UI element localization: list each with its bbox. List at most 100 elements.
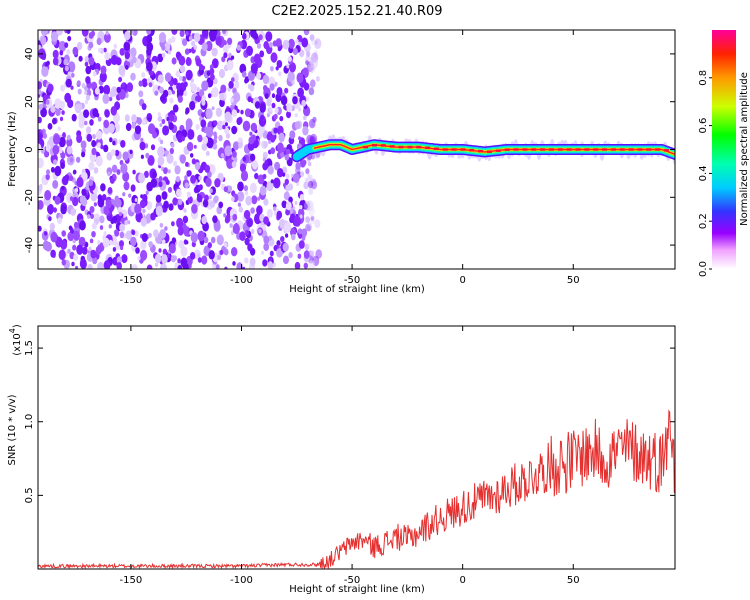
noise-speckle [84,120,88,126]
noise-speckle [139,141,146,151]
colorbar-label: Normalized spectral amplitude [739,72,750,226]
noise-speckle [215,36,222,46]
noise-speckle [130,236,137,247]
x-tick-label: 50 [567,575,580,586]
noise-speckle [167,38,172,45]
noise-speckle [129,149,133,155]
noise-speckle [157,74,164,84]
noise-speckle [40,107,47,118]
noise-speckle [175,176,181,183]
noise-speckle [102,237,110,248]
noise-speckle [238,141,243,149]
noise-speckle [185,161,189,167]
noise-speckle [279,115,284,122]
noise-speckle [292,47,298,56]
noise-speckle [270,66,274,72]
y-tick-label: 0 [24,146,35,152]
noise-speckle [216,234,224,246]
noise-speckle [299,205,303,210]
noise-speckle [141,119,146,126]
noise-speckle [91,140,97,148]
noise-speckle [76,176,84,188]
noise-speckle [146,181,153,192]
noise-speckle [305,216,310,224]
noise-speckle [78,236,86,247]
noise-speckle [204,164,211,173]
noise-speckle [201,30,209,38]
noise-speckle [38,116,42,124]
noise-speckle [307,243,311,248]
noise-speckle [280,151,285,158]
noise-speckle [172,197,178,206]
noise-speckle [81,188,87,196]
noise-speckle [118,76,123,83]
noise-speckle [250,228,255,234]
noise-speckle [134,198,138,202]
noise-speckle [294,261,301,269]
noise-speckle [66,49,71,55]
noise-speckle [147,117,152,123]
noise-speckle [205,150,210,157]
noise-speckle [157,112,161,117]
noise-speckle [97,197,105,208]
noise-speckle [136,117,142,125]
noise-speckle [109,177,115,184]
colorbar-tick-label: 0.6 [698,118,709,134]
noise-speckle [305,96,310,102]
noise-speckle [273,113,278,120]
noise-speckle [263,198,269,206]
noise-speckle [58,147,63,154]
noise-speckle [224,111,232,122]
noise-speckle [84,99,89,105]
noise-speckle [300,171,305,177]
noise-speckle [186,141,194,152]
noise-speckle [187,196,193,204]
noise-speckle [88,32,94,39]
noise-speckle [185,118,193,129]
noise-speckle [237,202,241,207]
noise-speckle [47,203,54,215]
noise-speckle [95,112,100,118]
noise-speckle [99,225,104,230]
noise-speckle [197,257,202,263]
noise-speckle [142,194,148,202]
snr-x-label: Height of straight line (km) [289,584,425,595]
noise-speckle [201,80,209,92]
noise-speckle [268,139,272,144]
noise-speckle [73,253,79,261]
noise-speckle [231,55,235,60]
noise-speckle [66,30,71,34]
noise-speckle [292,206,296,211]
noise-speckle [266,180,274,192]
noise-speckle [67,71,71,76]
noise-speckle [250,207,255,214]
noise-speckle [131,194,138,205]
noise-speckle [88,41,94,49]
noise-speckle [162,248,168,255]
noise-speckle [242,120,251,132]
noise-speckle [254,172,259,180]
noise-speckle [171,221,175,227]
noise-speckle [303,115,307,121]
noise-speckle [47,123,53,130]
noise-speckle [172,78,178,86]
noise-speckle [195,95,200,102]
noise-speckle [109,137,113,143]
noise-speckle [201,95,206,102]
noise-speckle [158,176,163,182]
noise-speckle [64,42,69,48]
noise-speckle [74,187,79,193]
noise-speckle [150,144,156,151]
noise-speckle [121,83,125,88]
noise-speckle [244,78,248,84]
noise-speckle [60,162,65,170]
noise-speckle [157,115,162,122]
noise-speckle [67,248,71,254]
noise-speckle [294,121,301,130]
noise-speckle [145,152,150,159]
noise-speckle [157,53,164,63]
noise-speckle [287,71,295,83]
noise-speckle [70,228,75,235]
x-tick-label: -100 [230,575,253,586]
x-tick-label: 50 [567,275,580,286]
